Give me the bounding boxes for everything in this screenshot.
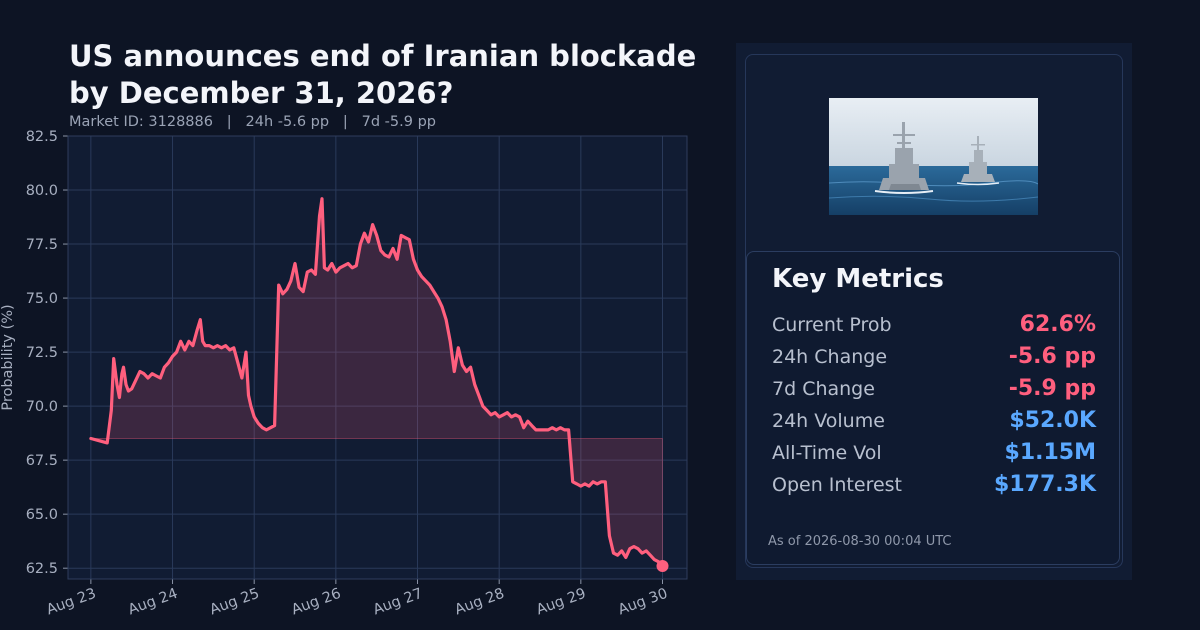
metric-label: 7d Change [772,378,875,400]
x-tick-label: Aug 23 [44,586,98,619]
y-tick-label: 70.0 [26,399,58,415]
x-tick-label: Aug 28 [453,586,507,619]
metric-row: All-Time Vol $1.15M [772,438,1096,468]
metric-value: -5.6 pp [1008,344,1096,369]
x-tick-label: Aug 26 [289,586,343,619]
metric-label: 24h Volume [772,410,885,432]
y-tick-label: 80.0 [26,183,58,199]
last-point-marker [656,560,669,573]
x-tick-label: Aug 30 [616,586,670,619]
metric-value: $1.15M [1004,440,1096,465]
y-tick-label: 65.0 [26,507,58,523]
title-line-2: by December 31, 2026? [69,76,454,110]
metric-label: Open Interest [772,474,903,496]
metric-value: 62.6% [1019,312,1096,337]
y-tick-label: 72.5 [26,345,58,361]
y-tick-label: 82.5 [26,129,58,145]
probability-chart: 62.5 65.0 67.5 70.0 72.5 75.0 77.5 80.0 82.5 Aug … [0,129,688,619]
y-tick-label: 75.0 [26,291,58,307]
series-line [89,197,665,568]
y-tick-label: 67.5 [26,453,58,469]
metric-value: $52.0K [1009,408,1096,433]
y-tick-label: 77.5 [26,237,58,253]
info-panel-border [745,54,1123,568]
x-tick-label: Aug 27 [371,586,425,619]
separator-2: | [342,114,348,130]
metric-row: 7d Change -5.9 pp [772,374,1096,404]
metric-row: 24h Volume $52.0K [772,406,1096,436]
metric-value: $177.3K [994,472,1096,497]
change-7d-label: 7d -5.9 pp [361,114,436,130]
separator-1: | [226,114,232,130]
change-24h-label: 24h -5.6 pp [245,114,330,130]
key-metrics-title: Key Metrics [772,264,944,294]
plot-frame [67,135,688,580]
metric-label: Current Prob [772,314,892,336]
metric-value: -5.9 pp [1008,376,1096,401]
x-tick-label: Aug 29 [534,586,588,619]
metric-label: All-Time Vol [772,442,882,464]
metric-row: Open Interest $177.3K [772,470,1096,500]
key-metrics-card [746,251,1120,565]
x-tick-label: Aug 25 [208,586,262,619]
market-id: Market ID: 3128886 [69,114,213,130]
series-area [90,198,663,566]
x-tick-label: Aug 24 [126,586,180,619]
subtitle-bar: Market ID: 3128886 | 24h -5.6 pp | 7d -5… [69,114,436,130]
y-axis-label: Probability (%) [0,304,16,410]
warship-photo-icon [829,98,1038,215]
metric-row: 24h Change -5.6 pp [772,342,1096,372]
page-title: US announces end of Iranian blockade by … [69,38,769,112]
metric-label: 24h Change [772,346,888,368]
metric-row: Current Prob 62.6% [772,310,1096,340]
as-of-timestamp: As of 2026-08-30 00:04 UTC [768,534,952,549]
title-line-1: US announces end of Iranian blockade [69,39,697,73]
y-tick-label: 62.5 [26,561,58,577]
